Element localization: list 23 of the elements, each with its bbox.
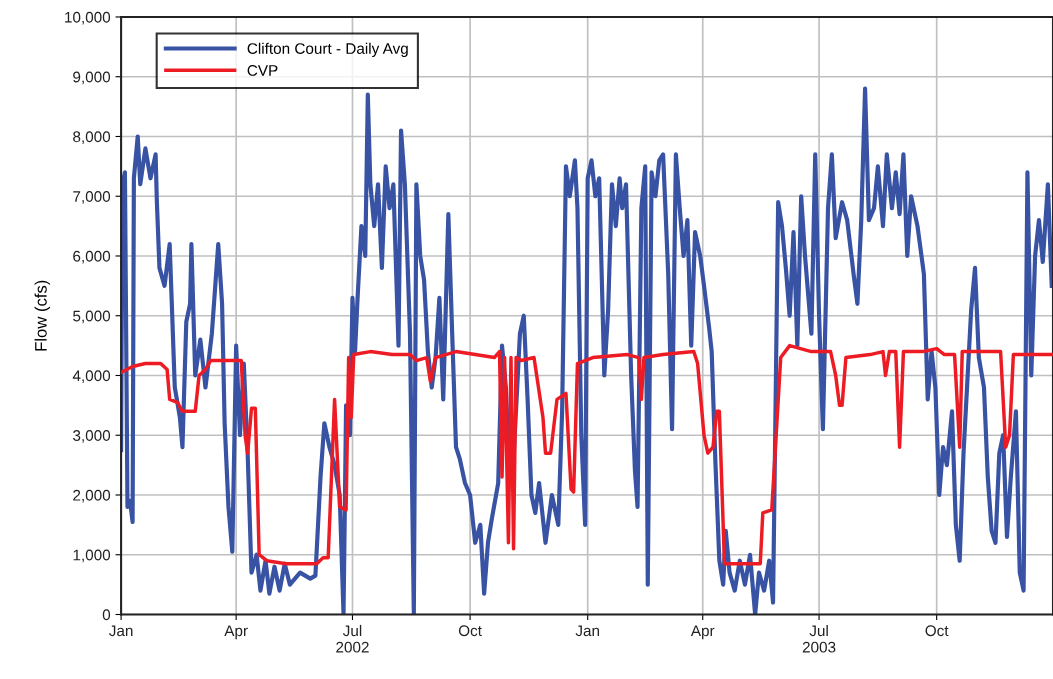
y-tick-label: 3,000 <box>73 430 111 443</box>
y-tick-label: 6,000 <box>73 250 111 264</box>
x-tick-label: Jan <box>575 625 600 637</box>
x-tick-label: Oct <box>925 625 949 637</box>
x-tick-label: Jan <box>109 625 133 637</box>
legend-label: CVP <box>247 65 278 76</box>
y-tick-label: 4,000 <box>72 370 111 383</box>
y-tick-label: 5,000 <box>73 310 111 324</box>
y-axis-title: Flow (cfs) <box>34 280 51 351</box>
x-tick-label: Jul 2002 <box>336 624 369 653</box>
x-tick-label: Apr <box>690 625 715 640</box>
y-tick-label: 10,000 <box>65 11 111 25</box>
line-series <box>121 343 1053 566</box>
y-tick-label: 8,000 <box>73 131 111 144</box>
y-tick-label: 0 <box>102 609 111 621</box>
legend-label: Clifton Court - Daily Avg <box>247 42 408 57</box>
x-tick-label: Apr <box>224 625 248 640</box>
y-tick-label: 9,000 <box>73 71 111 85</box>
x-tick-label: Jul 2003 <box>802 624 836 653</box>
y-tick-label: 2,000 <box>73 489 111 503</box>
y-tick-label: 7,000 <box>73 191 111 204</box>
y-tick-label: 1,000 <box>73 549 111 563</box>
x-tick-label: Oct <box>458 625 482 637</box>
